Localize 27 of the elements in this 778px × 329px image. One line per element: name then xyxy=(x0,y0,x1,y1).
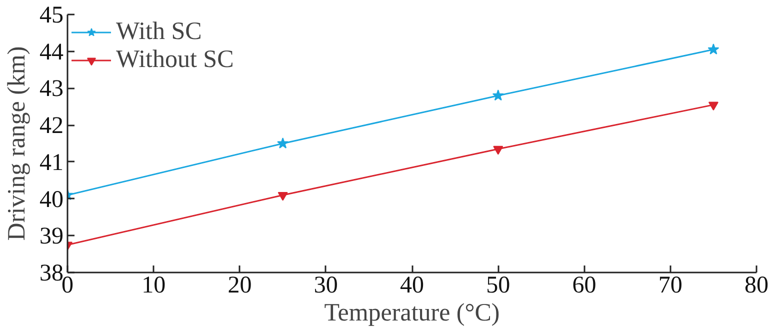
point xyxy=(708,102,718,110)
y-tick-label: 41 xyxy=(40,150,64,176)
y-tick-label: 44 xyxy=(40,39,64,66)
point xyxy=(277,138,289,148)
point xyxy=(493,146,504,155)
x-axis-title: Temperature (°C) xyxy=(324,300,500,326)
y-tick-label: 42 xyxy=(40,113,64,140)
x-tick-label: 10 xyxy=(142,272,166,298)
x-tick-label: 0 xyxy=(62,272,74,298)
y-tick-label: 38 xyxy=(40,260,64,286)
x-tick-label: 40 xyxy=(400,272,424,298)
legend-label: Without SC xyxy=(116,46,234,74)
y-tick-label: 43 xyxy=(40,76,64,102)
x-tick-label: 30 xyxy=(314,272,338,298)
x-tick-label: 50 xyxy=(486,272,510,298)
y-tick-label: 39 xyxy=(40,224,64,250)
y-axis-title: Driving range (km) xyxy=(4,46,30,241)
x-tick-label: 80 xyxy=(744,272,768,298)
y-tick-label: 45 xyxy=(40,2,64,28)
x-tick-label: 20 xyxy=(228,272,252,298)
legend-label: With SC xyxy=(116,18,202,46)
point xyxy=(278,192,288,201)
x-tick-label: 60 xyxy=(572,272,596,298)
x-tick-label: 70 xyxy=(658,272,682,298)
point xyxy=(492,90,504,101)
point xyxy=(708,44,720,54)
y-tick-label: 40 xyxy=(40,186,64,213)
